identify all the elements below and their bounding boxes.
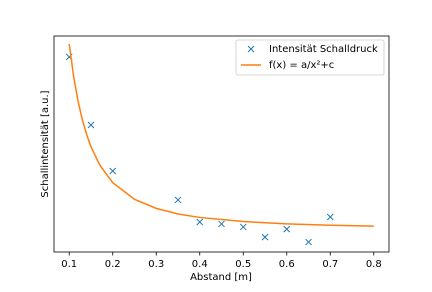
x-tick-label: 0.3 [148,259,164,270]
marker [218,220,225,228]
x-tick-label: 0.5 [235,259,251,270]
fit-line [68,43,374,227]
marker [109,167,117,175]
x-tick-label: 0.7 [322,259,338,270]
legend-marker [247,45,255,53]
marker [174,196,182,204]
axes-frame [53,35,390,253]
x-tick-label: 0.1 [61,259,77,270]
x-tick-label: 0.4 [192,259,208,270]
marker [239,223,247,231]
marker [196,218,204,226]
marker [305,238,312,246]
legend-label: Intensität Schalldruck [269,44,378,55]
legend-box [235,39,385,76]
x-axis-label: Abstand [m] [190,272,252,283]
x-tick-label: 0.8 [366,259,382,270]
x-tick-label: 0.2 [105,259,121,270]
marker [261,233,269,241]
marker [326,213,334,221]
y-axis-label: Schallintensität [a.u.] [40,90,51,197]
marker [283,225,291,233]
legend-label: f(x) = a/x²+c [269,60,334,71]
x-tick-label: 0.6 [279,259,295,270]
marker [87,121,95,129]
